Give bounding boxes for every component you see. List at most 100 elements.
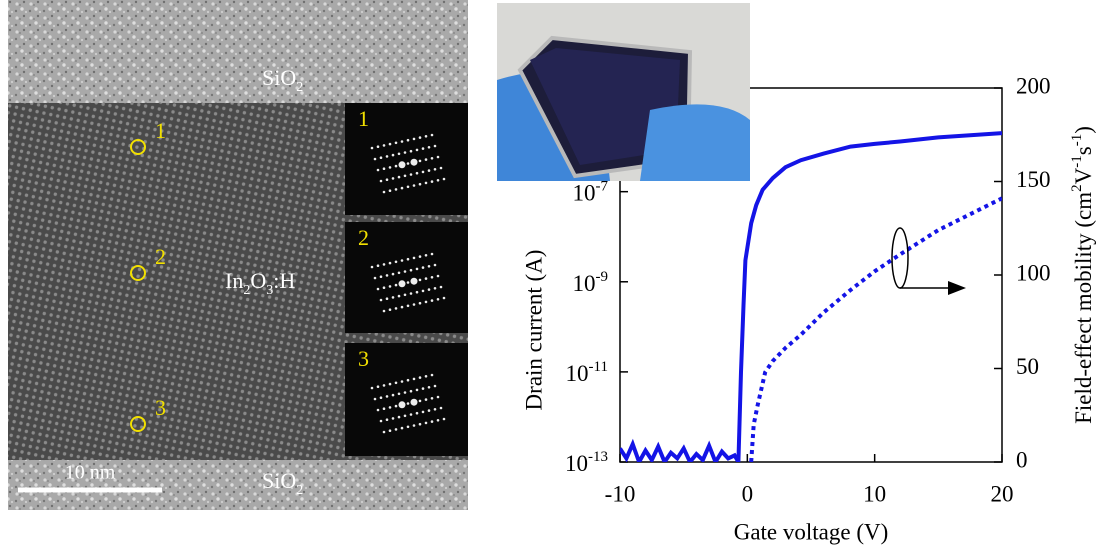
diffraction-spot bbox=[411, 278, 418, 285]
diffraction-spot bbox=[407, 426, 410, 429]
bottom-label-part: 2 bbox=[296, 483, 303, 498]
diffraction-spot bbox=[404, 270, 407, 273]
diffraction-spot bbox=[386, 274, 389, 277]
scale-bar-label: 10 nm bbox=[65, 462, 116, 484]
diffraction-spot bbox=[425, 277, 428, 280]
diffraction-spot bbox=[425, 375, 428, 378]
diffraction-spot bbox=[422, 147, 425, 150]
diffraction-spot bbox=[401, 140, 404, 143]
y2-axis-label-part: s bbox=[1071, 146, 1096, 155]
diffraction-spot bbox=[377, 169, 380, 172]
annotation-arrowhead bbox=[948, 281, 966, 295]
y-tick-label: 10-11 bbox=[566, 359, 608, 386]
diffraction-spot bbox=[422, 411, 425, 414]
diffraction-spot bbox=[399, 401, 406, 408]
diffraction-spot bbox=[404, 175, 407, 178]
diffraction-spot bbox=[407, 258, 410, 261]
y2-axis-label-part: -1 bbox=[1069, 134, 1085, 147]
diffraction-spot bbox=[407, 139, 410, 142]
y-tick-label-part: -7 bbox=[596, 179, 609, 195]
diffraction-spot bbox=[389, 166, 392, 169]
diffraction-spot bbox=[380, 299, 383, 302]
diffraction-spot bbox=[431, 157, 434, 160]
diffraction-spot bbox=[437, 298, 440, 301]
diffraction-spot bbox=[431, 134, 434, 137]
diffraction-spot bbox=[434, 264, 437, 267]
diffraction-spot bbox=[428, 409, 431, 412]
diffraction-spot bbox=[374, 277, 377, 280]
diffraction-spot bbox=[371, 387, 374, 390]
diffraction-spot bbox=[443, 297, 446, 300]
diffraction-spot bbox=[398, 153, 401, 156]
diffraction-spot bbox=[431, 397, 434, 400]
diffraction-spot bbox=[386, 297, 389, 300]
y-tick-label-part: 10 bbox=[573, 271, 596, 296]
diffraction-spot bbox=[401, 259, 404, 262]
diffraction-spot bbox=[389, 189, 392, 192]
inset-label: 2 bbox=[358, 225, 369, 250]
diffraction-spot bbox=[371, 147, 374, 150]
diffraction-spot bbox=[419, 279, 422, 282]
diffraction-spot bbox=[401, 306, 404, 309]
diffraction-spot bbox=[407, 186, 410, 189]
glove-finger bbox=[640, 104, 750, 181]
point-label: 2 bbox=[155, 244, 166, 269]
diffraction-spot bbox=[374, 158, 377, 161]
diffraction-spot bbox=[404, 391, 407, 394]
diffraction-spot bbox=[386, 418, 389, 421]
diffraction-spot bbox=[431, 253, 434, 256]
diffraction-spot bbox=[416, 172, 419, 175]
diffraction-spot bbox=[431, 276, 434, 279]
diffraction-spot bbox=[380, 156, 383, 159]
diffraction-spot bbox=[383, 431, 386, 434]
diffraction-spot bbox=[434, 145, 437, 148]
diffraction-spot bbox=[416, 149, 419, 152]
diffraction-spot bbox=[380, 396, 383, 399]
diffraction-spot bbox=[395, 428, 398, 431]
diffraction-spot bbox=[419, 255, 422, 258]
diffraction-spot bbox=[377, 409, 380, 412]
diffraction-spot bbox=[422, 266, 425, 269]
diffraction-spot bbox=[419, 423, 422, 426]
diffraction-spot bbox=[428, 169, 431, 172]
diffraction-spot bbox=[434, 287, 437, 290]
diffraction-spot bbox=[398, 393, 401, 396]
diffraction-spot bbox=[437, 275, 440, 278]
diffraction-spot bbox=[398, 295, 401, 298]
diffraction-spot bbox=[386, 155, 389, 158]
y-tick-label-part: -11 bbox=[589, 359, 608, 375]
diffraction-spot bbox=[395, 142, 398, 145]
diffraction-spot bbox=[383, 407, 386, 410]
diffraction-spot bbox=[404, 294, 407, 297]
y2-tick-label: 50 bbox=[1016, 354, 1039, 379]
diffraction-spot bbox=[377, 288, 380, 291]
y2-axis-label-part: V bbox=[1071, 167, 1096, 184]
diffraction-spot bbox=[410, 150, 413, 153]
diffraction-spot bbox=[437, 156, 440, 159]
y2-tick-label: 0 bbox=[1016, 447, 1028, 472]
diffraction-spot bbox=[428, 386, 431, 389]
middle-label-part: O bbox=[250, 268, 266, 293]
diffraction-spot bbox=[416, 268, 419, 271]
diffraction-spot bbox=[386, 178, 389, 181]
point-label: 1 bbox=[155, 118, 166, 143]
diffraction-spot bbox=[407, 305, 410, 308]
diffraction-spot bbox=[389, 143, 392, 146]
diffraction-spot bbox=[377, 264, 380, 267]
diffraction-spot bbox=[437, 396, 440, 399]
diffraction-spot bbox=[404, 151, 407, 154]
diffraction-spot bbox=[386, 395, 389, 398]
diffraction-spot bbox=[399, 161, 406, 168]
diffraction-spot bbox=[395, 405, 398, 408]
diffraction-spot bbox=[392, 296, 395, 299]
diffraction-spot bbox=[428, 265, 431, 268]
diffraction-spot bbox=[425, 182, 428, 185]
diffraction-spot bbox=[428, 288, 431, 291]
diffraction-spot bbox=[410, 413, 413, 416]
diffraction-spot bbox=[416, 412, 419, 415]
diffraction-spot bbox=[440, 167, 443, 170]
y-tick-label-part: -9 bbox=[596, 269, 609, 285]
diffraction-spot bbox=[395, 188, 398, 191]
y-axis-label: Drain current (A) bbox=[521, 250, 546, 411]
